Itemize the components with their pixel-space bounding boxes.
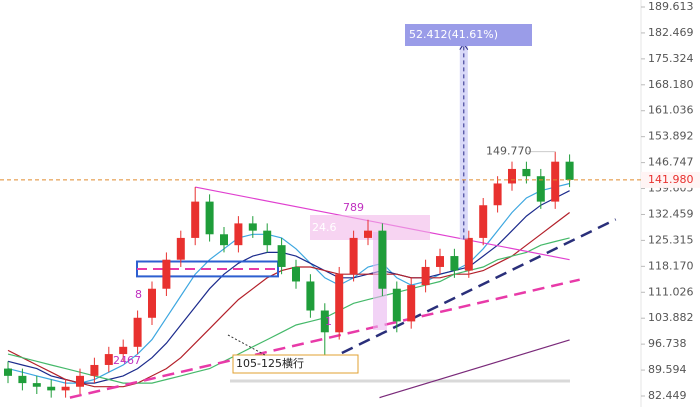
candle-body <box>306 281 315 311</box>
candle-body <box>436 256 444 267</box>
candle-body <box>551 161 560 202</box>
candle-body <box>234 223 243 246</box>
candle-body <box>277 245 286 267</box>
trend-line <box>69 278 580 399</box>
max-label: 149.770 <box>486 145 532 158</box>
candle-body <box>148 288 156 318</box>
y-tick-label: 103.882 <box>648 311 694 324</box>
candle-body <box>349 237 358 275</box>
candle-body <box>220 234 228 246</box>
ma-line <box>7 182 570 384</box>
candle-body <box>421 266 430 286</box>
candle-body <box>4 368 12 376</box>
sequence-mark: 789 <box>343 201 364 214</box>
candle-body <box>479 205 488 238</box>
candle-body <box>292 266 300 282</box>
ma-line <box>7 237 570 384</box>
candle-body <box>508 168 516 184</box>
candle-body <box>61 386 70 391</box>
sequence-mark: 2467 <box>113 354 141 367</box>
candle-body <box>450 256 459 271</box>
y-tick-label: 182.469 <box>648 26 694 39</box>
candle-body <box>32 383 41 387</box>
y-tick-label: 111.026 <box>648 285 694 298</box>
current-price-label: 141.980 <box>648 173 694 186</box>
measure-label-box <box>405 24 532 46</box>
y-tick-label: 125.315 <box>648 233 694 246</box>
candle-body <box>335 274 344 333</box>
y-tick-label: 168.180 <box>648 78 694 91</box>
y-tick-label: 175.324 <box>648 52 694 65</box>
y-tick-label: 153.892 <box>648 130 694 143</box>
y-tick-label: 132.459 <box>648 207 694 220</box>
candle-body <box>90 364 99 376</box>
candle-body <box>248 223 257 231</box>
y-tick-label: 118.170 <box>648 259 694 272</box>
candle-body <box>176 237 185 260</box>
candle-body <box>392 288 401 322</box>
candle-body <box>536 176 545 202</box>
sequence-mark: 8 <box>135 288 142 301</box>
candle-body <box>378 230 387 289</box>
candle-body <box>119 346 128 355</box>
candle-body <box>47 386 56 391</box>
current-price-box <box>641 171 700 188</box>
note-pointer <box>227 334 266 356</box>
y-tick-label: 161.036 <box>648 104 694 117</box>
candle-body <box>493 183 502 206</box>
candle-body <box>76 375 84 387</box>
y-tick-label: 146.747 <box>648 156 694 169</box>
candle-body <box>205 201 214 235</box>
candle-body <box>522 168 531 177</box>
candle-body <box>191 201 200 238</box>
y-tick-label: 96.738 <box>648 337 687 350</box>
measure-label: 52.412(41.61%) <box>409 28 498 41</box>
candle-body <box>18 375 27 384</box>
candle-body <box>320 310 329 333</box>
candle-body <box>263 230 272 246</box>
candle-body <box>133 317 142 347</box>
y-tick-label: 89.594 <box>648 363 687 376</box>
candle-body <box>407 285 416 322</box>
candle-body <box>104 354 113 365</box>
candle-body <box>162 259 171 289</box>
partial-label: 24.6 <box>312 221 337 234</box>
sequence-mark: 1 <box>325 315 332 328</box>
trend-line <box>379 339 570 399</box>
ma-line <box>7 212 570 388</box>
candle-body <box>364 230 372 238</box>
y-tick-label: 82.449 <box>648 389 687 402</box>
trend-line <box>324 218 617 363</box>
ma-line <box>7 190 570 384</box>
y-tick-label: 189.613 <box>648 0 694 13</box>
measure-area <box>459 43 468 240</box>
range-note: 105-125横行 <box>236 356 304 370</box>
candle-body <box>464 237 473 271</box>
note-box <box>232 354 359 374</box>
candle-body <box>565 161 574 180</box>
